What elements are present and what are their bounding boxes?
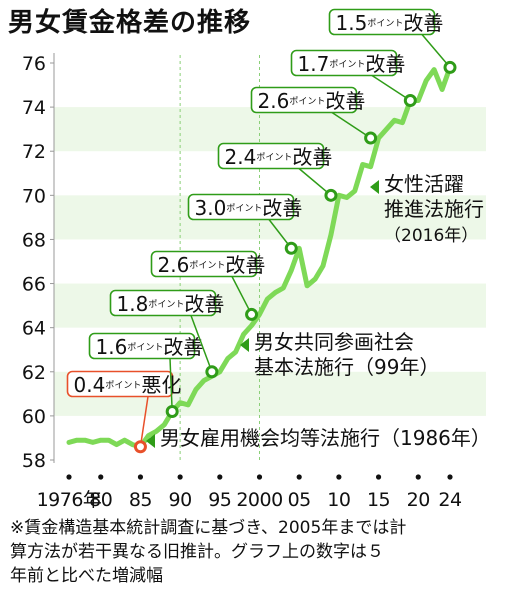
x-tick-dot [217, 474, 223, 480]
x-tick-label: 85 [129, 489, 152, 511]
data-point-marker [284, 241, 298, 255]
x-tick-dot [296, 474, 302, 480]
callout-leader [139, 396, 149, 447]
annotation-text: 男女雇用機会均等法施行（1986年） [160, 426, 491, 450]
y-tick-label: 66 [22, 274, 46, 296]
callout-box [290, 49, 398, 77]
annotation-text: 基本法施行（99年） [254, 355, 439, 379]
callout-box [109, 289, 217, 317]
x-tick-label: 05 [288, 489, 311, 511]
grid-bands [54, 107, 486, 416]
callout-box [88, 332, 196, 360]
callout-box [250, 86, 358, 114]
callout-box [66, 370, 174, 398]
series-layer [66, 64, 453, 450]
x-tick-dot [256, 474, 263, 480]
footnote: ※賃金構造基本統計調査に基づき、2005年までは計 算方法が若干異なる旧推計。グ… [10, 516, 502, 588]
y-tick-label: 70 [22, 185, 46, 207]
y-tick-label: 72 [22, 141, 46, 163]
data-point-marker [403, 93, 417, 107]
x-tick-dot [415, 474, 421, 480]
x-tick-label: 10 [327, 489, 350, 511]
x-tick-dot [336, 474, 342, 480]
data-point-marker [324, 188, 338, 202]
callout-leader [298, 167, 332, 196]
callout-box [150, 250, 258, 278]
x-tick-dot [66, 474, 72, 480]
x-tick-dot [98, 474, 104, 480]
data-point-marker [165, 404, 179, 418]
callout-leader [421, 34, 451, 68]
series-line [66, 64, 453, 450]
footnote-line: 算方法が若干異なる旧推計。グラフ上の数字は５ [10, 542, 384, 562]
x-tick-label: 80 [89, 489, 112, 511]
x-tick-label: 95 [208, 489, 231, 511]
chart-title: 男女賃金格差の推移 [8, 8, 252, 38]
x-tick-label: 20 [407, 489, 430, 511]
y-tick-label: 64 [22, 318, 46, 340]
x-tick-label: 90 [169, 489, 192, 511]
callout-label: 1.5ポイント改善 [336, 11, 444, 35]
data-point-marker [133, 440, 147, 454]
x-tick-label: 15 [367, 489, 390, 511]
callout-label: 2.4ポイント改善 [225, 145, 333, 169]
y-tick-label: 62 [22, 362, 46, 384]
callout-box [328, 8, 436, 36]
callout-leader [190, 315, 213, 373]
callout-leader [371, 74, 411, 102]
x-tick-label: 1976年 [37, 489, 102, 511]
footnote-line: ※賃金構造基本統計調査に基づき、2005年までは計 [10, 518, 407, 538]
arrow-icon [240, 338, 249, 352]
callout-leader [169, 358, 173, 412]
data-point-marker [364, 131, 378, 145]
x-tick-label: 2000 [236, 489, 282, 511]
y-tick-label: 76 [22, 53, 46, 75]
y-tick-label: 74 [22, 97, 46, 119]
callout-leader [231, 276, 253, 315]
callout-label: 1.7ポイント改善 [298, 52, 406, 76]
arrow-icon [370, 180, 379, 194]
callout-label: 0.4ポイント悪化 [74, 373, 182, 397]
callout-label: 3.0ポイント改善 [195, 196, 303, 220]
y-tick-label: 60 [22, 406, 46, 428]
y-tick-label: 68 [22, 229, 46, 251]
callout-label: 1.8ポイント改善 [117, 292, 225, 316]
x-tick-label: 24 [438, 489, 462, 511]
annotation-text: 女性活躍 [384, 172, 464, 196]
data-point-marker [245, 307, 259, 321]
callout-box [217, 142, 325, 170]
y-axis: 58 60 62 64 66 68 70 72 74 76 [22, 53, 55, 472]
callout-label: 1.6ポイント改善 [96, 335, 204, 359]
callout-layer: 0.4ポイント悪化 1.6ポイント改善 1.8ポイント改善 2.6ポイント改善 3.0ポ… [66, 8, 457, 454]
annotation-text: 推進法施行 [384, 197, 484, 221]
annotation-text: （2016年） [384, 226, 478, 246]
y-tick-label: 58 [22, 450, 46, 472]
data-point-marker [205, 365, 219, 379]
arrow-icon [146, 434, 155, 448]
callout-label: 2.6ポイント改善 [158, 253, 266, 277]
event-guide-lines [179, 55, 260, 460]
callout-leader [331, 111, 372, 139]
footnote-line: 年前と比べた増減幅 [10, 566, 163, 586]
x-tick-dot [177, 474, 183, 480]
callout-box [187, 193, 295, 221]
callout-label: 2.6ポイント改善 [258, 89, 366, 113]
x-tick-dot [375, 474, 382, 480]
x-tick-dot [447, 474, 453, 480]
x-tick-dot [137, 474, 144, 480]
annotation-text: 男女共同参画社会 [254, 330, 414, 354]
data-point-marker [443, 60, 457, 74]
